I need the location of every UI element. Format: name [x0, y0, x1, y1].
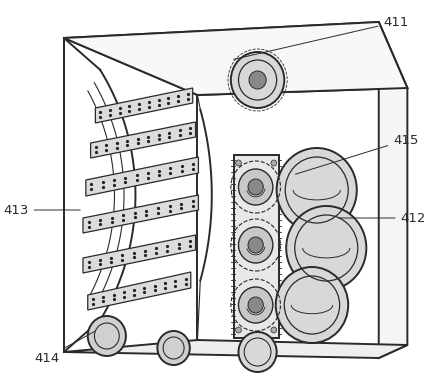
Circle shape — [248, 179, 263, 195]
Polygon shape — [64, 22, 407, 95]
Circle shape — [249, 71, 266, 89]
Polygon shape — [234, 155, 279, 338]
Circle shape — [231, 52, 284, 108]
Circle shape — [239, 287, 273, 323]
Text: 412: 412 — [338, 211, 426, 224]
Circle shape — [239, 332, 276, 372]
Polygon shape — [86, 157, 198, 196]
Circle shape — [286, 206, 366, 290]
Text: 414: 414 — [34, 331, 95, 365]
Polygon shape — [83, 235, 196, 273]
Polygon shape — [64, 340, 407, 358]
Circle shape — [236, 160, 241, 166]
Circle shape — [276, 148, 357, 232]
Polygon shape — [91, 122, 196, 158]
Circle shape — [248, 297, 263, 313]
Circle shape — [271, 327, 276, 333]
Circle shape — [271, 160, 276, 166]
Circle shape — [157, 331, 190, 365]
Circle shape — [239, 169, 273, 205]
Circle shape — [248, 237, 263, 253]
Polygon shape — [95, 88, 193, 123]
Circle shape — [88, 316, 126, 356]
Text: 413: 413 — [3, 204, 80, 216]
Polygon shape — [88, 272, 191, 310]
Polygon shape — [379, 22, 407, 358]
Circle shape — [276, 267, 348, 343]
Circle shape — [236, 327, 241, 333]
Text: 411: 411 — [233, 15, 409, 60]
Polygon shape — [83, 195, 198, 233]
Circle shape — [239, 227, 273, 263]
Text: 415: 415 — [295, 133, 418, 174]
